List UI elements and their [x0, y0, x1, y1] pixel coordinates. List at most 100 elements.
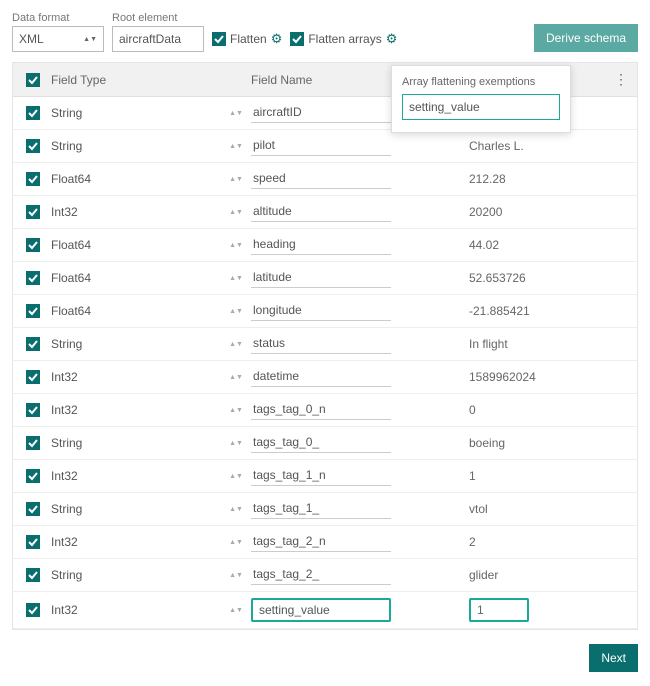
row-value-cell: 1589962024: [461, 370, 611, 384]
check-icon: [28, 273, 38, 283]
sort-icon[interactable]: ▲▼: [227, 507, 245, 512]
row-name-cell[interactable]: tags_tag_2_: [245, 565, 461, 585]
table-row: Int32▲▼tags_tag_1_n1: [13, 460, 637, 493]
sort-icon[interactable]: ▲▼: [227, 144, 245, 149]
exemptions-input[interactable]: [402, 94, 560, 120]
flatten-arrays-label: Flatten arrays: [308, 32, 381, 46]
row-value-cell: Charles L.: [461, 139, 611, 153]
flatten-arrays-gear-icon[interactable]: ⚙: [386, 31, 398, 47]
row-name-cell[interactable]: tags_tag_1_: [245, 499, 461, 519]
row-value: 20200: [469, 205, 502, 219]
row-checkbox[interactable]: [26, 535, 40, 549]
sort-icon[interactable]: ▲▼: [227, 573, 245, 578]
row-checkbox[interactable]: [26, 568, 40, 582]
sort-icon[interactable]: ▲▼: [227, 474, 245, 479]
row-type: Int32: [47, 205, 227, 219]
check-icon: [28, 438, 38, 448]
flatten-arrays-checkbox[interactable]: [290, 32, 304, 46]
row-checkbox[interactable]: [26, 337, 40, 351]
row-name-cell[interactable]: datetime: [245, 367, 461, 387]
check-icon: [28, 75, 38, 85]
derive-schema-button[interactable]: Derive schema: [534, 24, 638, 52]
row-name: speed: [251, 169, 391, 189]
root-element-group: Root element aircraftData: [112, 12, 204, 52]
sort-icon[interactable]: ▲▼: [227, 309, 245, 314]
row-value: vtol: [469, 502, 488, 516]
row-name: tags_tag_2_n: [251, 532, 391, 552]
row-checkbox[interactable]: [26, 238, 40, 252]
table-menu-icon[interactable]: ⋮: [614, 71, 628, 87]
row-name-cell[interactable]: setting_value: [245, 598, 461, 622]
row-checkbox[interactable]: [26, 603, 40, 617]
table-row: String▲▼pilotCharles L.: [13, 130, 637, 163]
row-value: In flight: [469, 337, 508, 351]
row-checkbox[interactable]: [26, 205, 40, 219]
flatten-gear-icon[interactable]: ⚙: [271, 31, 283, 47]
row-name: tags_tag_1_n: [251, 466, 391, 486]
root-element-input[interactable]: aircraftData: [112, 26, 204, 52]
sort-icon[interactable]: ▲▼: [227, 177, 245, 182]
row-checkbox[interactable]: [26, 139, 40, 153]
sort-icon[interactable]: ▲▼: [227, 111, 245, 116]
row-name-cell[interactable]: pilot: [245, 136, 461, 156]
row-name-cell[interactable]: tags_tag_0_: [245, 433, 461, 453]
next-button[interactable]: Next: [589, 644, 638, 672]
sort-icon[interactable]: ▲▼: [227, 276, 245, 281]
row-checkbox[interactable]: [26, 403, 40, 417]
table-row: Int32▲▼setting_value1: [13, 592, 637, 629]
flatten-arrays-option[interactable]: Flatten arrays ⚙: [290, 26, 397, 52]
check-icon: [28, 174, 38, 184]
sort-icon[interactable]: ▲▼: [227, 243, 245, 248]
row-checkbox[interactable]: [26, 271, 40, 285]
row-name: tags_tag_0_: [251, 433, 391, 453]
row-checkbox[interactable]: [26, 172, 40, 186]
sort-icon[interactable]: ▲▼: [227, 441, 245, 446]
row-name-cell[interactable]: heading: [245, 235, 461, 255]
row-value-cell: 0: [461, 403, 611, 417]
row-name-cell[interactable]: latitude: [245, 268, 461, 288]
select-all-checkbox[interactable]: [26, 73, 40, 87]
row-name-cell[interactable]: longitude: [245, 301, 461, 321]
sort-icon[interactable]: ▲▼: [227, 342, 245, 347]
row-checkbox[interactable]: [26, 436, 40, 450]
table-row: String▲▼tags_tag_1_vtol: [13, 493, 637, 526]
row-type: Int32: [47, 370, 227, 384]
row-checkbox[interactable]: [26, 469, 40, 483]
check-icon: [28, 207, 38, 217]
row-checkbox[interactable]: [26, 106, 40, 120]
row-type: Float64: [47, 238, 227, 252]
row-checkbox[interactable]: [26, 502, 40, 516]
row-name-cell[interactable]: altitude: [245, 202, 461, 222]
row-value-cell: 1: [461, 598, 611, 622]
sort-icon[interactable]: ▲▼: [227, 210, 245, 215]
sort-icon[interactable]: ▲▼: [227, 408, 245, 413]
sort-icon[interactable]: ▲▼: [227, 540, 245, 545]
row-checkbox[interactable]: [26, 370, 40, 384]
flatten-checkbox[interactable]: [212, 32, 226, 46]
row-value-cell: 52.653726: [461, 271, 611, 285]
row-name-cell[interactable]: status: [245, 334, 461, 354]
data-format-group: Data format XML ▲▼: [12, 12, 104, 52]
data-format-select[interactable]: XML ▲▼: [12, 26, 104, 52]
row-type: String: [47, 106, 227, 120]
row-name: status: [251, 334, 391, 354]
row-value: 44.02: [469, 238, 499, 252]
row-type: Float64: [47, 172, 227, 186]
row-value-cell: 20200: [461, 205, 611, 219]
table-row: Float64▲▼longitude-21.885421: [13, 295, 637, 328]
sort-icon[interactable]: ▲▼: [227, 608, 245, 613]
row-value: 1: [469, 598, 529, 622]
header-field-type[interactable]: Field Type: [47, 73, 227, 87]
row-checkbox[interactable]: [26, 304, 40, 318]
row-name-cell[interactable]: tags_tag_2_n: [245, 532, 461, 552]
sort-icon[interactable]: ▲▼: [227, 375, 245, 380]
row-name-cell[interactable]: tags_tag_1_n: [245, 466, 461, 486]
check-icon: [28, 141, 38, 151]
row-name-cell[interactable]: tags_tag_0_n: [245, 400, 461, 420]
row-value: 1589962024: [469, 370, 536, 384]
table-row: Float64▲▼speed212.28: [13, 163, 637, 196]
data-format-label: Data format: [12, 12, 104, 24]
check-icon: [28, 504, 38, 514]
row-name-cell[interactable]: speed: [245, 169, 461, 189]
flatten-option[interactable]: Flatten ⚙: [212, 26, 282, 52]
